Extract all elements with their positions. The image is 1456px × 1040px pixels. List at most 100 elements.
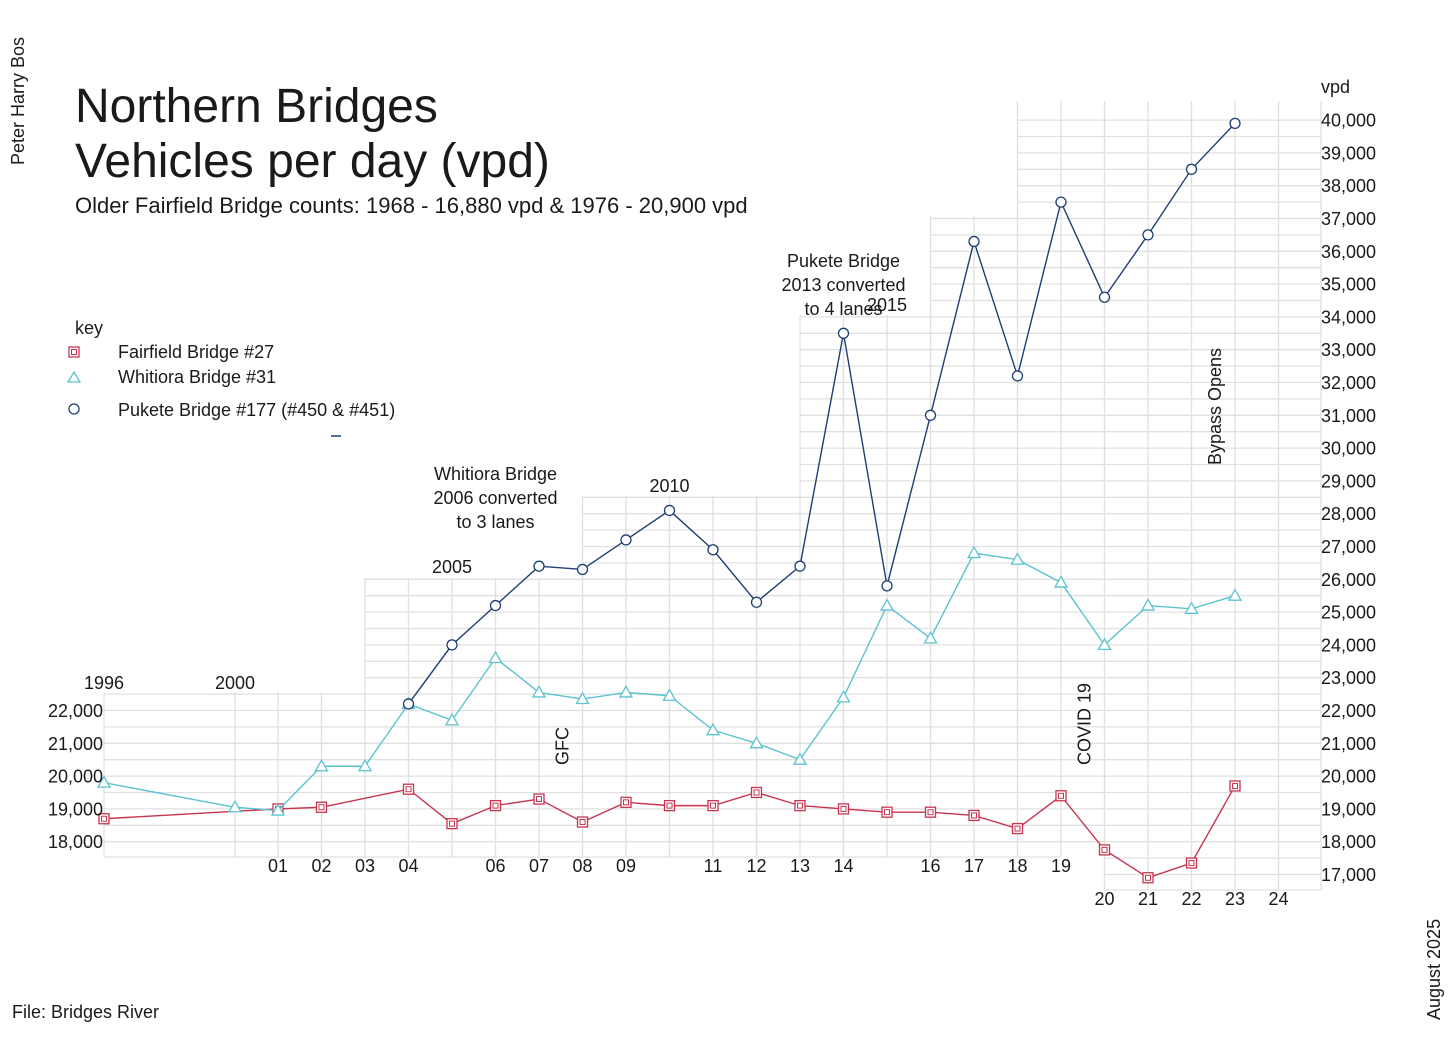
annotation-line: 2013 converted bbox=[781, 275, 905, 295]
legend-label-fairfield: Fairfield Bridge #27 bbox=[118, 342, 274, 362]
point-pukete-2007 bbox=[533, 560, 545, 572]
legend-title: key bbox=[75, 318, 103, 338]
point-whitiora-2017 bbox=[966, 545, 982, 559]
x-tick-label: 09 bbox=[616, 856, 636, 876]
left-axis-tick: 22,000 bbox=[48, 701, 103, 721]
point-pukete-2012 bbox=[750, 596, 763, 608]
author-label: Peter Harry Bos bbox=[8, 37, 28, 165]
point-fairfield-2008 bbox=[576, 816, 589, 828]
year-label-2015: 2015 bbox=[867, 295, 907, 315]
point-pukete-2009 bbox=[620, 534, 632, 546]
point-fairfield-2019 bbox=[1055, 790, 1067, 802]
year-label-1996: 1996 bbox=[84, 673, 124, 693]
point-whitiora-2020 bbox=[1097, 637, 1112, 651]
point-whitiora-2012 bbox=[749, 735, 764, 749]
right-axis-tick: 21,000 bbox=[1321, 734, 1376, 754]
point-pukete-2015 bbox=[881, 580, 893, 592]
point-whitiora-2023 bbox=[1227, 588, 1243, 601]
point-fairfield-1996 bbox=[98, 813, 110, 825]
point-pukete-2017 bbox=[968, 235, 980, 248]
point-fairfield-2002 bbox=[315, 801, 328, 813]
right-axis-tick: 34,000 bbox=[1321, 307, 1376, 327]
annotation-2006: Whitiora Bridge 2006 converted to 3 lanes bbox=[433, 464, 557, 532]
point-pukete-2023 bbox=[1229, 117, 1241, 130]
x-tick-label: 06 bbox=[485, 856, 505, 876]
right-axis-tick: 29,000 bbox=[1321, 471, 1376, 491]
left-axis-tick: 18,000 bbox=[48, 832, 103, 852]
right-axis-tick: 25,000 bbox=[1321, 603, 1376, 623]
x-tick-label: 01 bbox=[268, 856, 288, 876]
left-axis-tick: 19,000 bbox=[48, 799, 103, 819]
point-fairfield-2012 bbox=[750, 786, 763, 799]
point-whitiora-2018 bbox=[1010, 552, 1025, 565]
point-whitiora-2011 bbox=[705, 722, 721, 736]
point-pukete-2013 bbox=[794, 560, 806, 572]
x-tick-label: 13 bbox=[790, 856, 810, 876]
right-axis-tick: 23,000 bbox=[1321, 668, 1376, 688]
point-fairfield-2005 bbox=[446, 818, 458, 830]
point-pukete-2014 bbox=[837, 327, 850, 339]
vertical-note-gfc: GFC bbox=[553, 727, 573, 765]
right-axis-tick: 33,000 bbox=[1321, 340, 1376, 360]
right-axis-tick: 18,000 bbox=[1321, 832, 1376, 852]
date-label: August 2025 bbox=[1424, 919, 1444, 1020]
legend-marker-fairfield bbox=[68, 346, 80, 358]
x-tick-label: 21 bbox=[1138, 889, 1158, 909]
point-whitiora-2021 bbox=[1140, 598, 1156, 611]
point-fairfield-2009 bbox=[620, 796, 632, 808]
point-fairfield-2007 bbox=[533, 793, 545, 805]
vertical-note-covid-19: COVID 19 bbox=[1075, 683, 1095, 765]
point-pukete-2008 bbox=[576, 563, 589, 576]
annotation-line: Pukete Bridge bbox=[787, 251, 900, 271]
point-fairfield-2016 bbox=[924, 806, 937, 818]
legend-marker-pukete bbox=[68, 403, 80, 415]
right-axis-tick: 20,000 bbox=[1321, 767, 1376, 787]
point-fairfield-2010 bbox=[663, 799, 676, 812]
right-axis-tick: 28,000 bbox=[1321, 504, 1376, 524]
point-whitiora-2002 bbox=[314, 758, 329, 772]
point-pukete-2005 bbox=[446, 639, 458, 651]
file-label: File: Bridges River bbox=[12, 1002, 159, 1022]
point-pukete-2010 bbox=[663, 504, 676, 517]
point-whitiora-2019 bbox=[1053, 575, 1069, 588]
annotation-line: Whitiora Bridge bbox=[434, 464, 557, 484]
right-axis-tick: 35,000 bbox=[1321, 275, 1376, 295]
point-fairfield-2004 bbox=[402, 783, 415, 795]
point-pukete-2004 bbox=[402, 698, 415, 710]
legend-label-whitiora: Whitiora Bridge #31 bbox=[118, 367, 276, 387]
point-fairfield-2017 bbox=[968, 809, 980, 822]
right-axis-tick: 27,000 bbox=[1321, 537, 1376, 557]
annotation-2014: Pukete Bridge 2013 converted to 4 lanes bbox=[781, 251, 905, 319]
grid bbox=[103, 101, 1322, 891]
x-tick-label: 19 bbox=[1051, 856, 1071, 876]
right-axis-tick: 40,000 bbox=[1321, 111, 1376, 131]
chart-subtitle: Older Fairfield Bridge counts: 1968 - 16… bbox=[75, 193, 748, 218]
legend-label-pukete: Pukete Bridge #177 (#450 & #451) bbox=[118, 400, 395, 420]
point-whitiora-2006 bbox=[488, 650, 503, 664]
x-tick-label: 17 bbox=[964, 856, 984, 876]
year-label-2000: 2000 bbox=[215, 673, 255, 693]
vertical-note-bypass-opens: Bypass Opens bbox=[1205, 348, 1225, 465]
x-tick-label: 18 bbox=[1007, 856, 1027, 876]
right-axis-tick: 22,000 bbox=[1321, 701, 1376, 721]
x-tick-label: 02 bbox=[311, 856, 331, 876]
point-whitiora-1996 bbox=[96, 775, 112, 788]
legend: key Fairfield Bridge #27 Whitiora Bridge… bbox=[66, 318, 395, 437]
right-axis-tick: 19,000 bbox=[1321, 799, 1376, 819]
point-whitiora-2000 bbox=[227, 799, 243, 813]
right-axis-tick: 31,000 bbox=[1321, 406, 1376, 426]
x-tick-label: 12 bbox=[746, 856, 766, 876]
year-label-2010: 2010 bbox=[649, 476, 689, 496]
x-tick-label: 16 bbox=[920, 856, 940, 876]
left-axis-tick: 20,000 bbox=[48, 767, 103, 787]
right-axis-tick: 39,000 bbox=[1321, 143, 1376, 163]
x-tick-label: 04 bbox=[398, 856, 418, 876]
series-line-circle bbox=[407, 122, 1236, 705]
annotation-line: to 3 lanes bbox=[456, 512, 534, 532]
point-whitiora-2010 bbox=[662, 688, 677, 701]
x-tick-label: 22 bbox=[1181, 889, 1201, 909]
chart-title-line1: Northern Bridges bbox=[75, 80, 438, 133]
point-fairfield-2022 bbox=[1185, 857, 1198, 869]
unit-label: vpd bbox=[1321, 77, 1350, 97]
